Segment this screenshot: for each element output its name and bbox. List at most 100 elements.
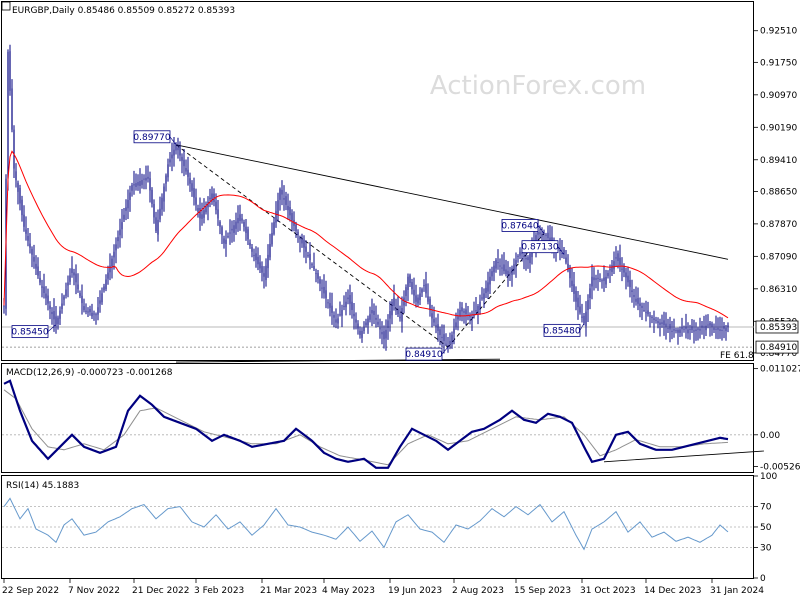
macd-trendline <box>603 450 765 463</box>
candle-body <box>51 311 53 315</box>
candle-body <box>317 273 319 279</box>
rsi-panel-header: RSI(14) 45.1883 <box>6 481 79 491</box>
candle-body <box>31 248 33 255</box>
candle-body <box>329 303 331 308</box>
candle-body <box>587 300 589 311</box>
candle-body <box>653 318 655 320</box>
candle-body <box>417 297 419 304</box>
candle-body <box>627 275 629 283</box>
candle-body <box>649 315 651 317</box>
candle-body <box>355 319 357 323</box>
candle-body <box>193 187 195 198</box>
candle-body <box>239 214 241 221</box>
price-label: 0.87130 <box>521 243 558 253</box>
candle-body <box>15 171 17 181</box>
candle-body <box>665 323 667 327</box>
candle-body <box>473 314 475 317</box>
candle-body <box>39 277 41 283</box>
candle-body <box>211 193 213 202</box>
candle-body <box>691 326 693 331</box>
macd-signal-line <box>3 389 729 466</box>
candle-body <box>49 305 51 309</box>
candle-body <box>411 281 413 290</box>
candle-body <box>155 217 157 231</box>
candle-body <box>37 266 39 276</box>
candle-body <box>583 315 585 324</box>
candle-body <box>225 239 227 245</box>
candle-body <box>409 275 411 283</box>
candle-body <box>607 272 609 277</box>
candle-body <box>453 328 455 334</box>
price-tick-label: 0.92510 <box>760 27 797 37</box>
candle-body <box>209 197 211 200</box>
candle-body <box>137 182 139 186</box>
candle-body <box>303 239 305 248</box>
candle-body <box>231 228 233 231</box>
candle-body <box>353 313 355 317</box>
candle-body <box>41 286 43 288</box>
candle-body <box>523 255 525 257</box>
date-tick-label: 7 Nov 2022 <box>68 586 120 596</box>
candle-body <box>145 177 147 181</box>
support-level-tag <box>755 340 799 354</box>
candle-body <box>343 305 345 307</box>
candle-body <box>713 327 715 330</box>
candle-body <box>143 178 145 180</box>
candle-body <box>245 226 247 234</box>
rsi-tick-label: 70 <box>760 503 772 513</box>
candle-body <box>55 316 57 325</box>
candle-body <box>359 330 361 336</box>
candle-body <box>543 232 545 234</box>
candle-body <box>59 310 61 319</box>
candle-body <box>237 217 239 224</box>
candle-body <box>489 276 491 285</box>
candle-body <box>529 253 531 264</box>
candle-body <box>579 306 581 313</box>
collapse-icon[interactable] <box>1 1 11 11</box>
candle-body <box>403 297 405 306</box>
candle-body <box>387 320 389 328</box>
candle-body <box>255 253 257 261</box>
candle-body <box>463 311 465 313</box>
candle-body <box>251 246 253 252</box>
candle-body <box>499 265 501 267</box>
candle-body <box>645 312 647 314</box>
price-panel-header: EURGBP,Daily 0.85486 0.85509 0.85272 0.8… <box>12 6 235 16</box>
trendline-2 <box>175 358 501 363</box>
candle-body <box>73 272 75 276</box>
candle-body <box>17 182 19 192</box>
candle-body <box>275 211 277 223</box>
candle-body <box>433 318 435 323</box>
candle-body <box>471 317 473 319</box>
candle-body <box>141 179 143 185</box>
candle-body <box>723 325 725 329</box>
candle-body <box>465 309 467 315</box>
candle-body <box>547 232 549 239</box>
candle-body <box>287 205 289 211</box>
macd-tick-label: 0.011027 <box>760 365 800 375</box>
candle-body <box>259 262 261 269</box>
candle-body <box>717 327 719 330</box>
candle-body <box>95 314 97 316</box>
candle-body <box>629 280 631 288</box>
macd-panel-header: MACD(12,26,9) -0.000723 -0.001268 <box>6 368 173 378</box>
price-label-connector <box>169 136 177 145</box>
candle-body <box>77 284 79 290</box>
candle-body <box>83 306 85 311</box>
candle-body <box>171 154 173 159</box>
candle-body <box>243 221 245 227</box>
date-tick-label: 31 Oct 2023 <box>580 586 636 596</box>
candle-body <box>107 272 109 279</box>
candle-body <box>651 316 653 318</box>
candle-body <box>135 183 137 188</box>
candle-body <box>99 300 101 304</box>
candle-body <box>189 178 191 184</box>
candle-body <box>367 318 369 326</box>
current-price-label: 0.85393 <box>760 323 797 333</box>
candle-body <box>269 243 271 258</box>
candle-body <box>335 319 337 323</box>
candle-body <box>445 343 447 345</box>
candle-body <box>333 315 335 318</box>
candle-body <box>221 227 223 236</box>
candle-body <box>279 189 281 200</box>
